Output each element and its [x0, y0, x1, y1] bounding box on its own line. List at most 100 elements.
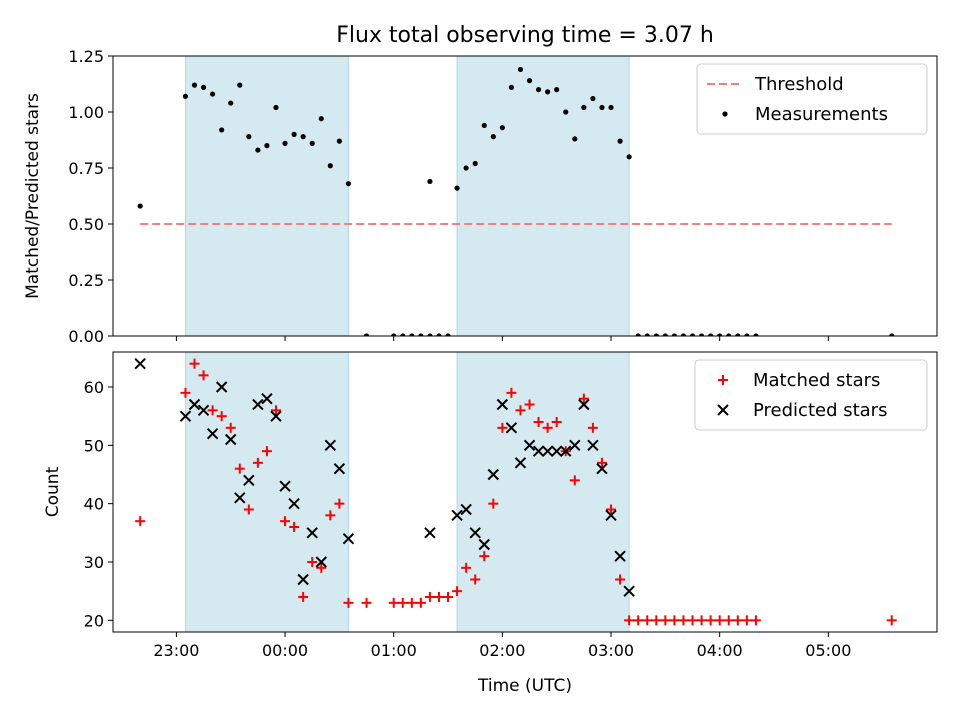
measurement-point [336, 138, 342, 144]
matched-star-marker [696, 615, 707, 626]
measurement-point [671, 333, 678, 336]
matched-star-marker [750, 615, 761, 626]
matched-star-marker [633, 615, 644, 626]
measurement-point [581, 104, 587, 111]
marker-d2 [288, 497, 300, 510]
predicted-star-marker [478, 538, 490, 551]
matched-star-marker [243, 504, 254, 515]
measurement-point [309, 140, 315, 146]
marker-d2 [225, 433, 237, 446]
matched-star-marker [316, 562, 327, 573]
legend-label: Measurements [755, 104, 888, 125]
matched-star-marker [234, 463, 245, 474]
y-tick-label: 1.25 [68, 47, 104, 66]
top-ylabel: Matched/Predicted stars [23, 93, 43, 299]
measurement-point [228, 100, 234, 106]
predicted-star-marker [496, 398, 509, 411]
matched-star-marker [506, 387, 517, 398]
measurement-point [237, 82, 243, 88]
y-tick-label: 60 [84, 378, 104, 397]
predicted-star-marker [596, 462, 608, 475]
measurement-point [708, 333, 714, 336]
marker-d2 [342, 532, 355, 545]
matched-star-marker [252, 457, 263, 468]
marker-d2 [424, 527, 436, 539]
predicted-star-marker [306, 527, 318, 539]
predicted-star-marker [188, 398, 201, 411]
measurement-point [436, 333, 442, 336]
matched-star-marker [470, 574, 481, 585]
marker-d2 [541, 445, 554, 457]
matched-star-marker [615, 574, 626, 585]
predicted-star-marker [487, 468, 500, 481]
matched-star-marker [361, 597, 372, 608]
matched-star-marker [669, 615, 680, 626]
marker-d2 [243, 474, 255, 487]
plot-area [137, 56, 895, 336]
x-tick-label: 23:00 [153, 641, 199, 660]
matched-star-marker [461, 562, 472, 573]
matched-star-marker [723, 615, 734, 626]
marker-d2 [315, 556, 327, 568]
marker-d2 [306, 527, 318, 539]
measurement-point [273, 104, 279, 111]
measurement-point [282, 140, 288, 146]
matched-star-marker [135, 516, 146, 527]
marker-d2 [333, 462, 346, 475]
marker-d2 [560, 445, 572, 457]
x-tick-label: 00:00 [262, 641, 308, 660]
matched-star-marker [406, 597, 417, 608]
predicted-star-marker [261, 392, 273, 405]
matched-star-marker [207, 405, 218, 416]
matched-star-marker [443, 592, 454, 602]
y-tick-label: 0.00 [68, 327, 104, 346]
top-panel: 0.00 0.25 0.50 0.75 1.00 1.25 Threshold Measure… [68, 47, 938, 346]
measurement-point [554, 87, 560, 93]
marker-d2 [324, 439, 337, 452]
measurement-point [889, 333, 895, 336]
predicted-star-marker [315, 556, 327, 568]
matched-star-marker [678, 615, 689, 626]
predicted-star-marker [333, 462, 346, 475]
predicted-star-marker [297, 573, 309, 586]
measurement-point [490, 134, 496, 140]
chart-title: Flux total observing time = 3.07 h [336, 23, 714, 48]
measurement-point [210, 91, 216, 97]
matched-star-marker [270, 405, 281, 416]
matched-star-marker [189, 358, 200, 369]
observing-interval-shade [456, 56, 630, 336]
predicted-star-marker [587, 439, 599, 452]
matched-star-marker [542, 422, 553, 433]
predicted-star-marker [541, 445, 554, 457]
predicted-star-marker [252, 398, 264, 411]
measurement-point [617, 138, 623, 144]
measurement-point [200, 84, 207, 90]
measurement-point [744, 333, 750, 336]
measurement-point [363, 333, 370, 336]
measurement-point [535, 87, 542, 93]
marker-d2 [279, 480, 291, 492]
measurement-point [219, 127, 225, 133]
predicted-star-marker [134, 357, 146, 370]
marker-d2 [605, 509, 617, 522]
predicted-star-marker [532, 445, 545, 457]
matched-star-marker [216, 411, 227, 422]
x-tick-label: 05:00 [805, 641, 851, 660]
marker-d2 [587, 439, 599, 452]
bottom-panel: 20 30 40 50 60 23:00 00:00 01:00 02:00 03:00 04:00… [84, 351, 938, 660]
matched-star-marker [651, 615, 662, 626]
measurement-point [545, 89, 551, 95]
y-tick-label: 0.75 [68, 159, 104, 178]
matched-star-marker [642, 615, 653, 626]
x-tick-label: 03:00 [588, 641, 634, 660]
legend: Threshold Measurements [696, 63, 928, 135]
predicted-star-marker [243, 474, 255, 487]
measurement-point [608, 104, 614, 111]
matched-star-marker [596, 457, 607, 468]
measurement-point [635, 333, 641, 336]
marker-d2 [197, 404, 210, 417]
matched-star-marker [732, 615, 743, 626]
measurement-point [463, 165, 469, 171]
legend-label: Matched stars [753, 370, 880, 391]
marker-d2 [614, 550, 626, 562]
